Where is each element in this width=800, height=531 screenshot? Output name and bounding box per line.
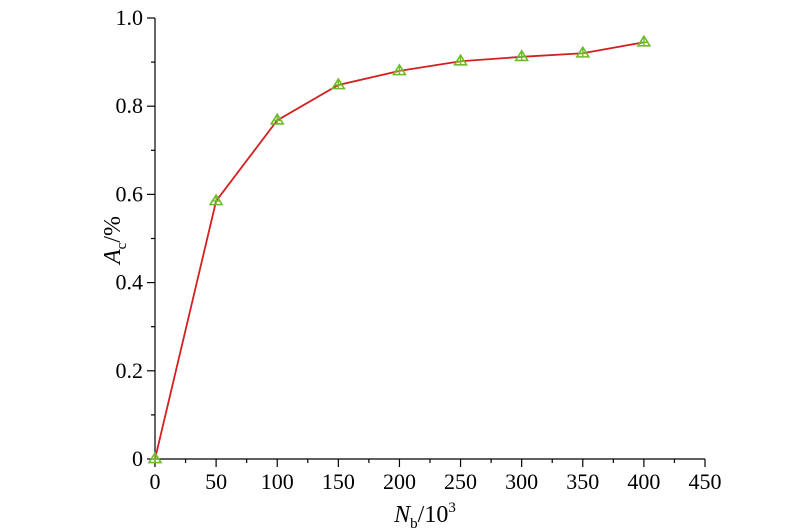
x-axis-title-rest: /10 <box>418 502 449 528</box>
x-axis-title-subscript: b <box>410 516 418 531</box>
y-tick-label: 0 <box>132 446 143 471</box>
markers-layer <box>147 34 652 464</box>
x-tick-label: 100 <box>261 469 294 494</box>
y-tick-label: 0.6 <box>116 181 144 206</box>
x-tick-label: 300 <box>505 469 538 494</box>
axes: 0 50 100 150 200 250 300 350 400 450 0 0.2 0.4 0.6 0.8… <box>116 5 722 494</box>
data-point <box>453 53 468 66</box>
x-tick-label: 400 <box>627 469 660 494</box>
x-tick-label: 350 <box>566 469 599 494</box>
data-point <box>575 45 591 58</box>
series-line <box>154 41 645 460</box>
y-tick-label: 1.0 <box>116 5 144 30</box>
data-point <box>392 63 407 76</box>
y-tick-label: 0.2 <box>116 358 144 383</box>
y-axis-title-rest: /% <box>100 216 126 243</box>
series-layer <box>154 41 645 460</box>
x-axis-title: Nb/103 <box>393 500 456 531</box>
x-tick-label: 0 <box>150 469 161 494</box>
x-tick-label: 450 <box>689 469 722 494</box>
data-point <box>636 34 652 47</box>
x-tick-label: 250 <box>444 469 477 494</box>
y-axis-title-main: A <box>100 249 126 266</box>
y-tick-label: 0.4 <box>116 270 144 295</box>
data-point <box>514 49 530 62</box>
y-axis-title: Ac/% <box>100 216 130 266</box>
y-tick-label: 0.8 <box>116 93 144 118</box>
x-axis-title-superscript: 3 <box>448 500 456 516</box>
y-axis-title-subscript: c <box>114 242 130 249</box>
x-tick-label: 50 <box>205 469 227 494</box>
x-axis-title-main: N <box>393 502 412 528</box>
data-point <box>269 112 285 125</box>
triangle-marker <box>330 77 346 90</box>
x-tick-label: 150 <box>322 469 355 494</box>
x-tick-label: 200 <box>383 469 416 494</box>
data-point <box>330 77 346 90</box>
data-point <box>147 451 163 464</box>
data-point <box>208 193 224 206</box>
